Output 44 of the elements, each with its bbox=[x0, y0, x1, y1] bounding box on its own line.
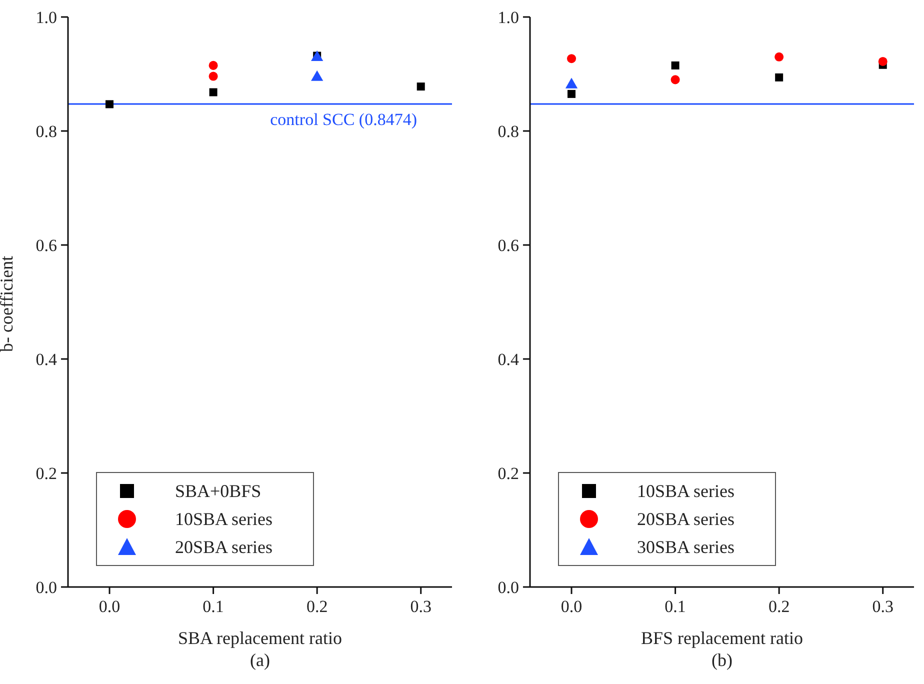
y-tick-label: 0.2 bbox=[498, 464, 519, 484]
point bbox=[878, 56, 888, 66]
x-tick-label: 0.3 bbox=[872, 597, 894, 616]
legend-label: 20SBA series bbox=[175, 536, 273, 558]
y-tick-label: 0.2 bbox=[36, 464, 57, 484]
y-tick-label: 1.0 bbox=[36, 8, 57, 28]
y-tick-label: 0.6 bbox=[36, 236, 57, 256]
point bbox=[567, 54, 576, 64]
point bbox=[671, 61, 680, 70]
x-axis-title: SBA replacement ratio bbox=[178, 628, 342, 648]
point bbox=[208, 60, 218, 70]
y-tick-label: 0.0 bbox=[36, 578, 57, 598]
x-tick-label: 0.2 bbox=[768, 597, 790, 616]
legend-label: 10SBA series bbox=[637, 480, 735, 502]
x-tick-label: 0.0 bbox=[98, 597, 120, 616]
legend-label: 20SBA series bbox=[637, 508, 735, 530]
x-tick-label: 0.1 bbox=[202, 597, 224, 616]
point bbox=[775, 73, 784, 82]
y-axis-title: b- coefficient bbox=[0, 256, 16, 352]
x-tick-label: 0.0 bbox=[560, 597, 582, 616]
legend-label: 10SBA series bbox=[175, 508, 273, 530]
legend-label: 30SBA series bbox=[637, 536, 735, 558]
point bbox=[208, 72, 218, 81]
legend-label: SBA+0BFS bbox=[175, 480, 262, 502]
x-axis-title: BFS replacement ratio bbox=[641, 628, 803, 648]
y-tick-label: 0.4 bbox=[498, 350, 520, 370]
y-tick-label: 0.8 bbox=[498, 122, 519, 142]
text: (b) bbox=[710, 650, 734, 671]
x-tick-label: 0.3 bbox=[410, 597, 432, 616]
ref-line-label: control SCC (0.8474) bbox=[270, 110, 417, 129]
y-tick-label: 1.0 bbox=[498, 8, 519, 28]
y-tick-label: 0.8 bbox=[36, 122, 57, 142]
point bbox=[774, 52, 784, 62]
y-tick-label: 0.4 bbox=[36, 350, 58, 370]
point bbox=[568, 90, 576, 98]
text: (a) bbox=[249, 650, 271, 671]
y-tick-label: 0.0 bbox=[498, 578, 519, 598]
x-tick-label: 0.1 bbox=[664, 597, 686, 616]
point bbox=[416, 82, 425, 91]
point bbox=[209, 88, 218, 96]
point bbox=[670, 75, 680, 84]
y-tick-label: 0.6 bbox=[498, 236, 519, 256]
point bbox=[106, 100, 114, 108]
x-tick-label: 0.2 bbox=[306, 597, 328, 616]
